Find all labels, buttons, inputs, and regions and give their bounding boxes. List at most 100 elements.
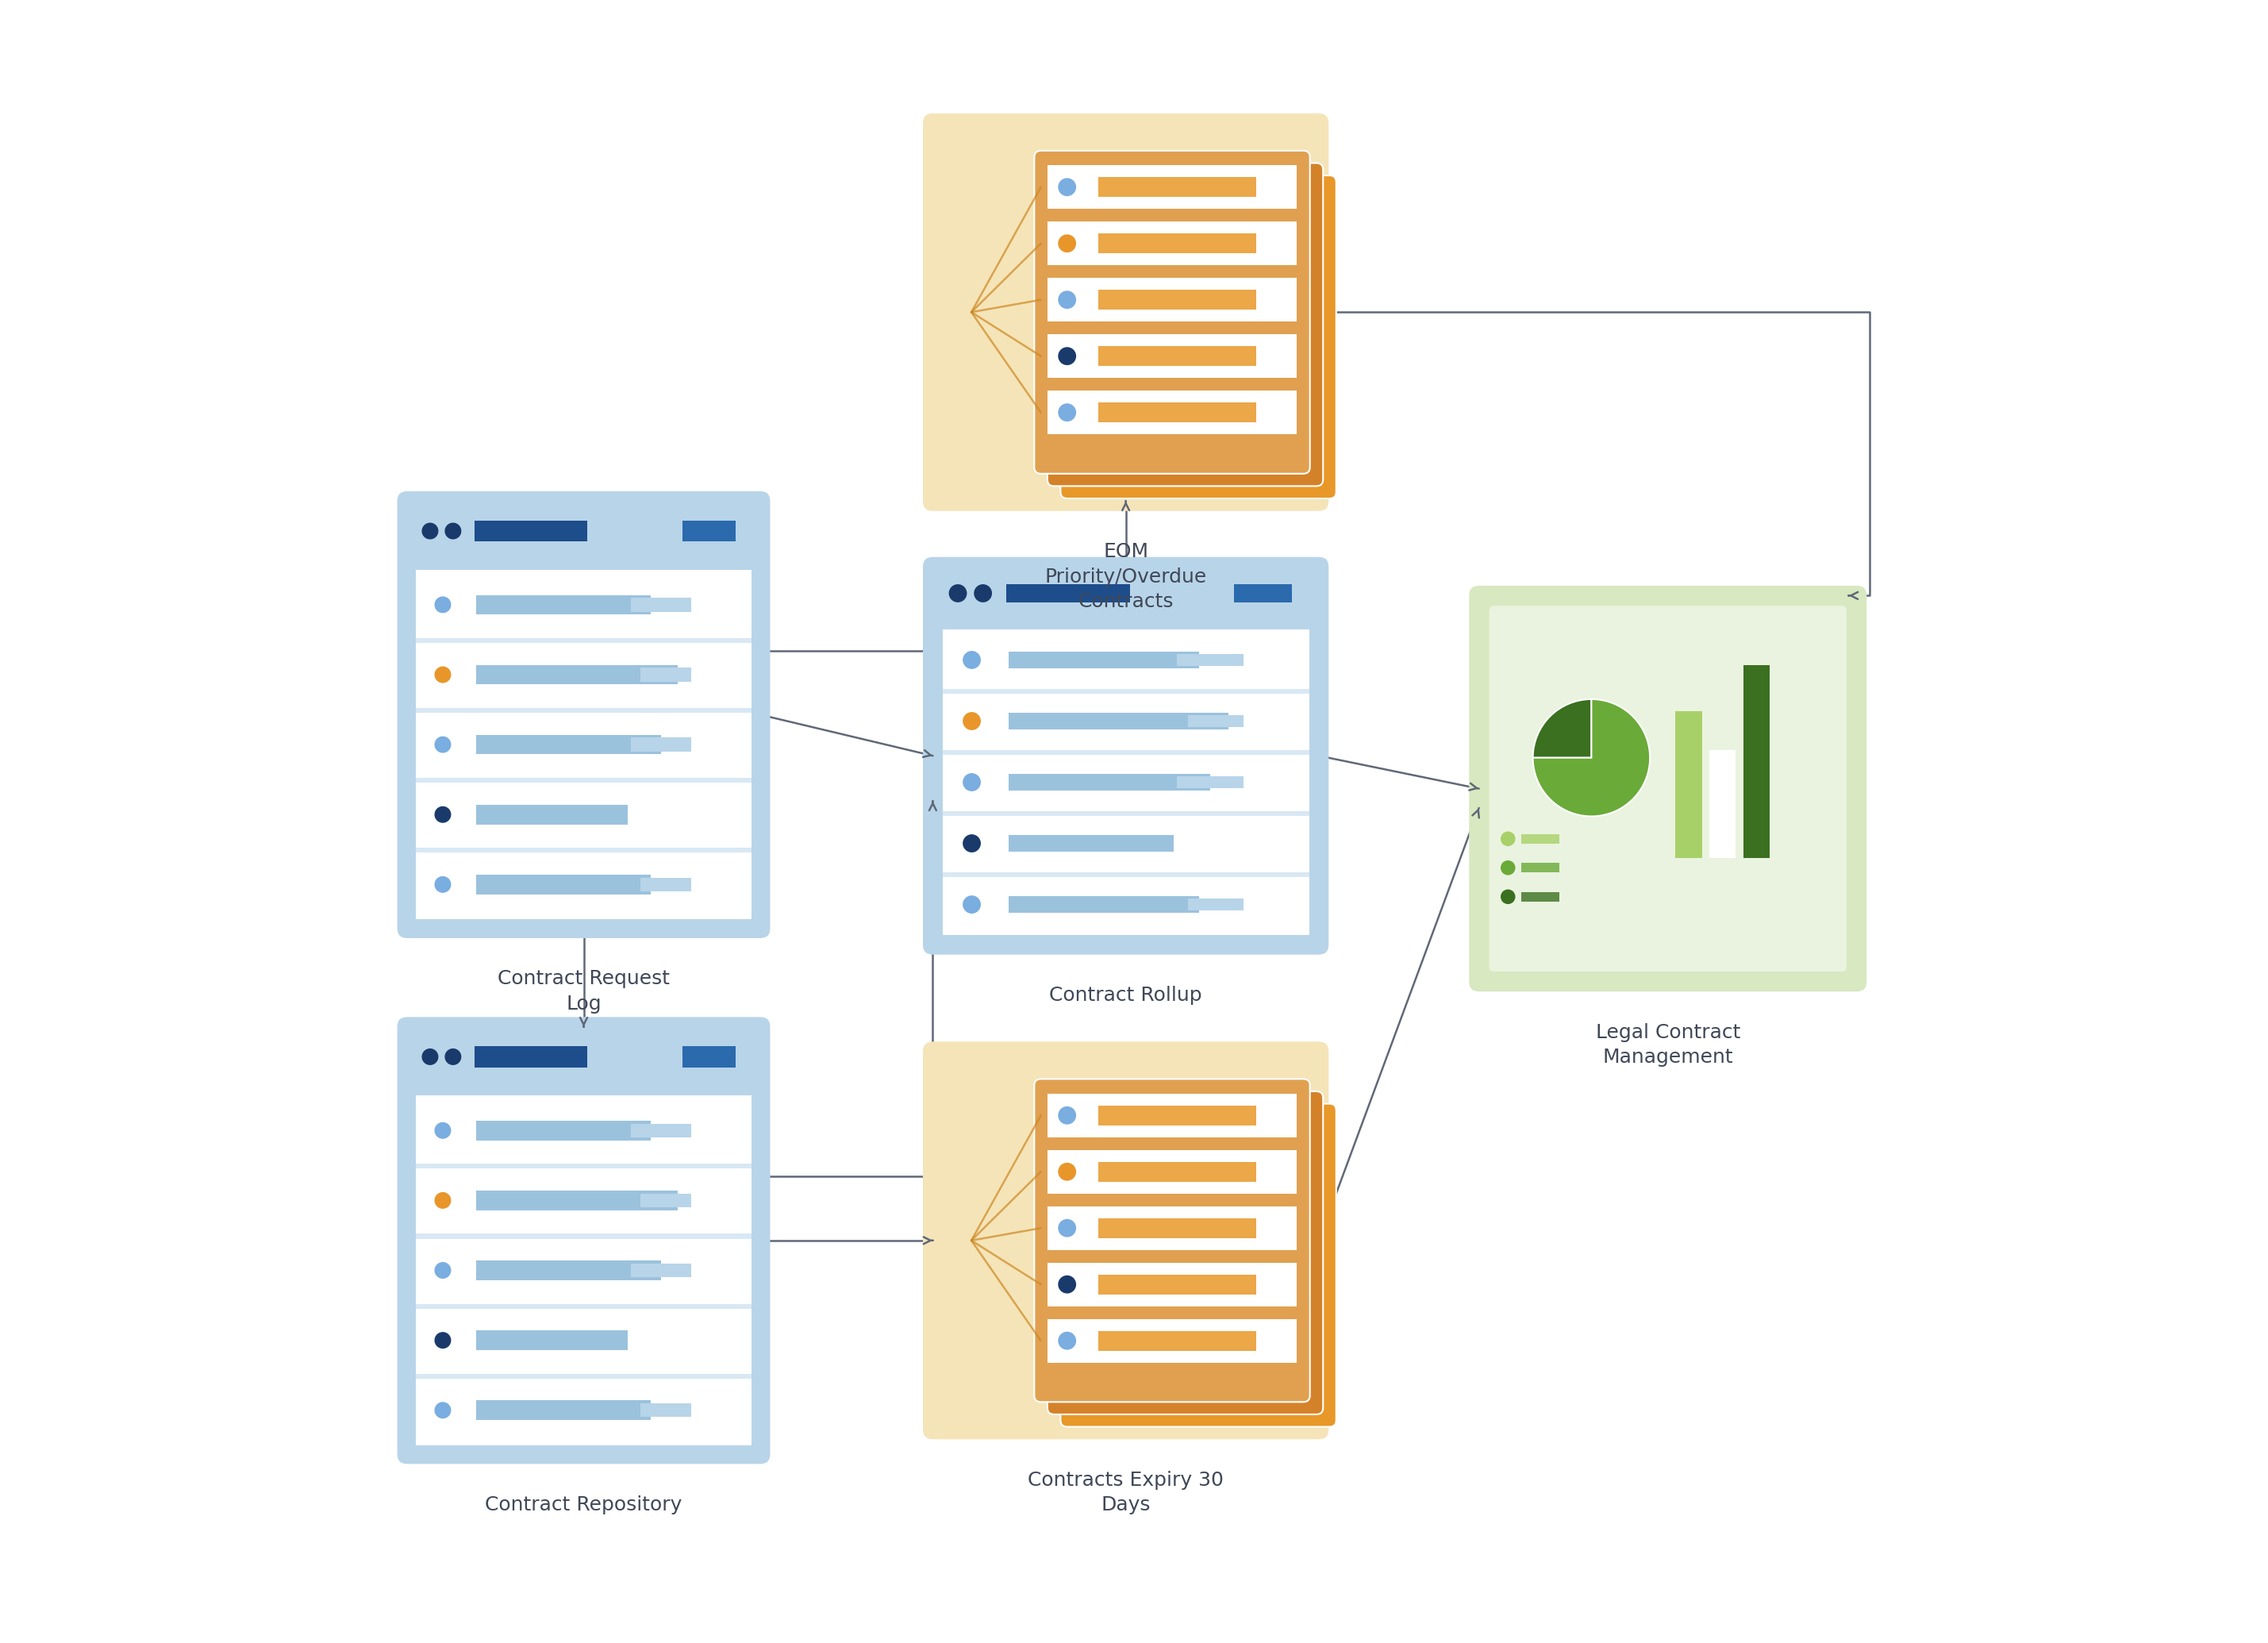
Bar: [1098, 1217, 1256, 1237]
Bar: [415, 1163, 751, 1168]
Bar: [1048, 334, 1297, 378]
Bar: [1048, 1319, 1297, 1362]
Bar: [1009, 895, 1200, 914]
Circle shape: [975, 585, 991, 601]
Bar: [415, 570, 751, 920]
FancyBboxPatch shape: [923, 1042, 1329, 1439]
Bar: [476, 1191, 678, 1211]
Circle shape: [435, 807, 451, 823]
Bar: [476, 665, 678, 685]
Bar: [1234, 583, 1293, 603]
Bar: [642, 667, 692, 682]
Bar: [1009, 774, 1211, 790]
Circle shape: [1501, 831, 1515, 846]
Bar: [1048, 1150, 1297, 1194]
Circle shape: [1059, 1332, 1075, 1349]
Bar: [642, 877, 692, 892]
Circle shape: [1059, 1277, 1075, 1293]
Bar: [415, 708, 751, 713]
Bar: [1188, 715, 1243, 728]
Text: Contract Repository: Contract Repository: [485, 1495, 683, 1515]
Bar: [415, 637, 751, 642]
Circle shape: [1059, 404, 1075, 421]
Bar: [1177, 654, 1243, 665]
Bar: [1098, 177, 1256, 197]
Bar: [683, 1047, 735, 1068]
Bar: [631, 1124, 692, 1137]
Circle shape: [964, 895, 980, 914]
Circle shape: [445, 1048, 460, 1065]
Bar: [1098, 1275, 1256, 1295]
FancyBboxPatch shape: [1490, 606, 1846, 971]
FancyBboxPatch shape: [1048, 163, 1322, 486]
Bar: [415, 1234, 751, 1239]
Bar: [476, 805, 628, 825]
FancyBboxPatch shape: [1470, 587, 1867, 992]
Circle shape: [435, 1122, 451, 1139]
Bar: [415, 777, 751, 782]
Circle shape: [445, 522, 460, 539]
Circle shape: [422, 1048, 438, 1065]
Circle shape: [1501, 861, 1515, 874]
Circle shape: [964, 713, 980, 729]
Circle shape: [1059, 1163, 1075, 1180]
Bar: [474, 521, 587, 542]
Bar: [943, 872, 1309, 877]
Circle shape: [1059, 291, 1075, 309]
FancyBboxPatch shape: [1061, 176, 1336, 498]
Bar: [1048, 222, 1297, 266]
Bar: [1048, 1094, 1297, 1137]
Bar: [1098, 289, 1256, 309]
Circle shape: [964, 835, 980, 851]
Bar: [1048, 1206, 1297, 1250]
FancyBboxPatch shape: [923, 113, 1329, 511]
Bar: [1522, 892, 1558, 902]
Wedge shape: [1533, 700, 1592, 757]
Bar: [1098, 233, 1256, 253]
Circle shape: [1059, 235, 1075, 251]
Bar: [1098, 403, 1256, 422]
Bar: [943, 749, 1309, 754]
Bar: [1676, 711, 1701, 858]
Circle shape: [435, 667, 451, 682]
Bar: [943, 629, 1309, 935]
FancyBboxPatch shape: [1061, 1104, 1336, 1426]
Bar: [476, 595, 651, 614]
Circle shape: [1059, 179, 1075, 196]
Bar: [1098, 1331, 1256, 1351]
Bar: [476, 874, 651, 894]
Bar: [1522, 863, 1558, 872]
Bar: [476, 1331, 628, 1351]
Circle shape: [435, 1332, 451, 1347]
Bar: [1744, 665, 1769, 858]
Bar: [631, 738, 692, 751]
Circle shape: [1059, 1219, 1075, 1237]
Circle shape: [964, 652, 980, 669]
Bar: [943, 688, 1309, 693]
Circle shape: [435, 1403, 451, 1418]
Text: Contract Request
Log: Contract Request Log: [497, 969, 669, 1014]
Circle shape: [1501, 891, 1515, 904]
Bar: [1098, 1106, 1256, 1125]
Circle shape: [435, 877, 451, 892]
Bar: [1048, 1262, 1297, 1306]
Bar: [1177, 775, 1243, 789]
Bar: [415, 1303, 751, 1308]
Bar: [415, 848, 751, 853]
Text: EOM
Priority/Overdue
Contracts: EOM Priority/Overdue Contracts: [1046, 542, 1207, 611]
Bar: [1522, 835, 1558, 843]
Bar: [1048, 166, 1297, 209]
Bar: [1048, 391, 1297, 434]
Bar: [1188, 899, 1243, 910]
Wedge shape: [1533, 700, 1649, 817]
Circle shape: [435, 1193, 451, 1208]
FancyBboxPatch shape: [397, 1017, 771, 1464]
Bar: [631, 1263, 692, 1277]
Text: Legal Contract
Management: Legal Contract Management: [1594, 1022, 1740, 1066]
Text: Contracts Expiry 30
Days: Contracts Expiry 30 Days: [1027, 1470, 1225, 1515]
Bar: [1710, 749, 1735, 858]
Bar: [476, 1260, 660, 1280]
Bar: [415, 1096, 751, 1446]
Bar: [476, 1121, 651, 1140]
Bar: [642, 1193, 692, 1208]
